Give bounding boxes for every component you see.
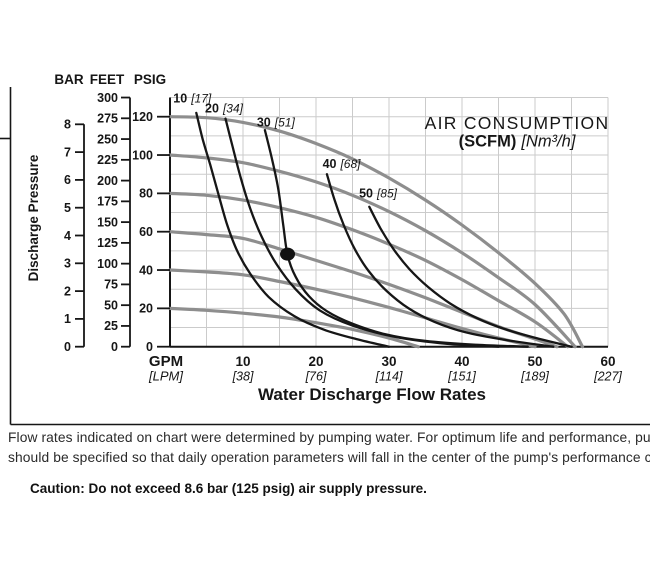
feet-axis-tick-label: 75	[104, 278, 118, 292]
bar-axis-tick-label: 2	[64, 284, 71, 298]
bar-axis-tick-label: 8	[64, 118, 71, 132]
x-tick-label: 20	[308, 354, 323, 369]
x-tick-label: 50	[527, 354, 542, 369]
note-line-1: Flow rates indicated on chart were deter…	[8, 430, 650, 445]
air-curve-50scfm	[368, 205, 573, 348]
air-curve-label-10scfm: 10 [17]	[173, 92, 212, 106]
psig-axis-tick-label: 40	[139, 263, 153, 277]
feet-axis-tick-label: 200	[97, 174, 118, 188]
pump-curve-20psig	[168, 306, 420, 349]
discharge-pressure-label: Discharge Pressure	[26, 154, 41, 281]
bar-axis-tick-label: 1	[64, 312, 71, 326]
psig-axis-tick-label: 60	[139, 225, 153, 239]
feet-axis-tick-label: 0	[111, 340, 118, 354]
feet-axis-tick-label: 25	[104, 319, 118, 333]
feet-axis-tick-label: 150	[97, 215, 118, 229]
x-axis: GPM[LPM] 10[38] 20[76] 30[114] 40[151] 50[189…	[148, 353, 622, 404]
psig-header: PSIG	[134, 72, 166, 87]
pressure-axis-headers: BAR FEET PSIG	[54, 72, 166, 87]
x-tick-sublabel: [151]	[447, 370, 476, 384]
chart-title: AIR CONSUMPTION(SCFM) [Nm³/h]	[425, 113, 610, 151]
note-line-2: should be specified so that daily operat…	[8, 450, 650, 465]
x-tick-label: 10	[235, 354, 250, 369]
feet-axis-tick-label: 225	[97, 153, 118, 167]
air-curve-10scfm	[195, 111, 391, 348]
feet-axis-tick-label: 50	[104, 298, 118, 312]
x-tick-sublabel: [227]	[593, 370, 622, 384]
operating-point	[280, 247, 296, 261]
air-curve-label-40scfm: 40 [68]	[323, 157, 362, 171]
caution-note: Caution: Do not exceed 8.6 bar (125 psig…	[30, 481, 427, 496]
bar-axis: 0 1 2 3 4 5 6 7 8	[64, 118, 85, 354]
gpm-unit-label: GPM	[149, 353, 183, 370]
feet-header: FEET	[90, 72, 125, 87]
operating-point-dot	[280, 247, 296, 261]
x-axis-title: Water Discharge Flow Rates	[258, 385, 486, 404]
psig-axis-tick-label: 20	[139, 302, 153, 316]
psig-axis: 0 20 40 60 80 100 120	[132, 110, 170, 354]
psig-axis-tick-label: 80	[139, 187, 153, 201]
air-consumption-title: AIR CONSUMPTION	[425, 113, 610, 133]
pump-curve-40psig	[168, 268, 537, 349]
x-tick-label: 40	[454, 354, 469, 369]
air-curve-40scfm	[325, 173, 555, 348]
psig-axis-tick-label: 120	[132, 110, 153, 124]
air-consumption-subtitle: (SCFM) [Nm³/h]	[459, 133, 576, 151]
y-axis-title: Discharge Pressure	[26, 154, 41, 281]
pump-curve-100psig	[168, 153, 577, 349]
grid	[169, 97, 609, 348]
air-consumption-curves: 10 [17]20 [34] 30 [51] 40 [68] 50 [85]	[173, 92, 573, 348]
bar-axis-tick-label: 0	[64, 340, 71, 354]
x-tick-sublabel: [189]	[520, 370, 549, 384]
x-tick-sublabel: [114]	[375, 370, 403, 384]
air-curve-label-50scfm: 50 [85]	[359, 186, 398, 200]
air-curve-30scfm	[263, 128, 529, 348]
bar-axis-tick-label: 3	[64, 257, 71, 271]
pump-curves	[168, 115, 585, 349]
outer-border	[0, 87, 650, 426]
feet-axis-tick-label: 275	[97, 112, 118, 126]
x-tick-label: 30	[381, 354, 396, 369]
pump-curve-120psig	[168, 115, 585, 349]
feet-axis-tick-label: 175	[97, 195, 118, 209]
air-curve-label-30scfm: 30 [51]	[257, 116, 296, 130]
feet-axis: 0 25 50 75 100 125 150 175 200 225 250 275 300	[97, 91, 131, 354]
bar-header: BAR	[54, 72, 83, 87]
feet-axis-tick-label: 300	[97, 91, 118, 105]
bar-axis-tick-label: 4	[64, 229, 71, 243]
lpm-unit-label: [LPM]	[148, 369, 183, 384]
bar-axis-tick-label: 6	[64, 173, 71, 187]
bar-axis-tick-label: 5	[64, 201, 71, 215]
air-curve-label-20scfm: 20 [34]	[205, 101, 244, 115]
bar-axis-tick-label: 7	[64, 145, 71, 159]
feet-axis-tick-label: 100	[97, 257, 118, 271]
x-tick-sublabel: [38]	[232, 370, 254, 384]
feet-axis-tick-label: 250	[97, 132, 118, 146]
pump-curve-80psig	[168, 191, 570, 349]
psig-axis-tick-label: 0	[146, 340, 153, 354]
feet-axis-tick-label: 125	[97, 236, 118, 250]
x-tick-sublabel: [76]	[305, 370, 327, 384]
pump-performance-chart: 10 [17]20 [34] 30 [51] 40 [68] 50 [85] AIR CONSUM…	[0, 72, 650, 426]
psig-axis-tick-label: 100	[132, 148, 153, 162]
x-tick-label: 60	[600, 354, 615, 369]
